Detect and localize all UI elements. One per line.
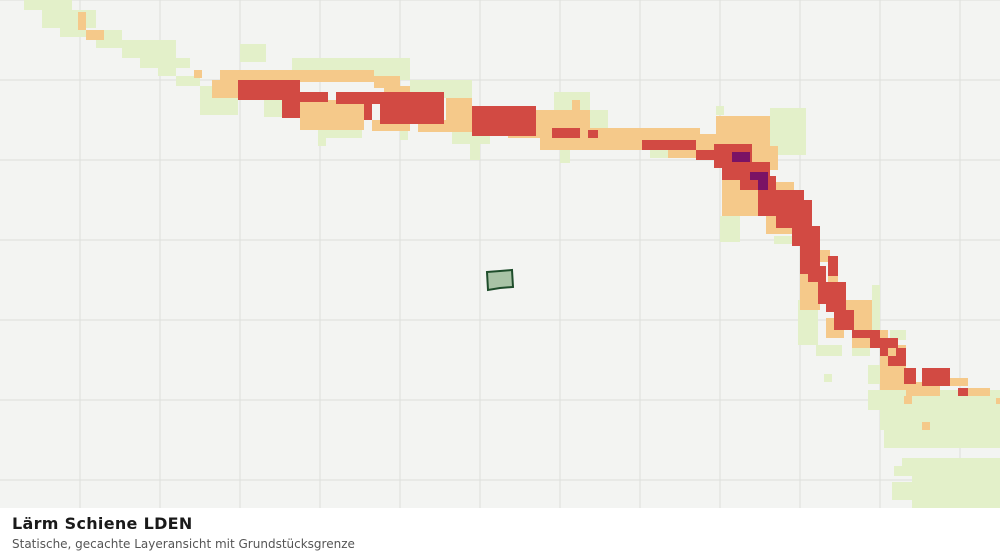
- legend-footer: Lärm Schiene LDEN Statische, gecachte La…: [0, 508, 1000, 560]
- noise-zone-low: [318, 138, 326, 146]
- noise-zone-high: [696, 150, 722, 160]
- noise-zone-mid: [698, 134, 716, 152]
- noise-zone-mid: [716, 116, 770, 146]
- noise-zone-mid: [572, 100, 580, 110]
- noise-zone-high: [818, 282, 846, 304]
- noise-zone-mid: [968, 388, 990, 396]
- noise-zone-high: [828, 256, 838, 276]
- noise-zone-mid: [680, 132, 698, 140]
- noise-zone-high: [792, 226, 820, 246]
- noise-zone-low: [868, 365, 880, 384]
- noise-zone-low: [264, 98, 282, 117]
- noise-zone-mid: [374, 76, 400, 88]
- noise-zone-low: [470, 144, 480, 160]
- noise-zone-high: [642, 140, 696, 150]
- noise-zone-high: [300, 92, 328, 102]
- noise-zone-mid: [220, 70, 374, 82]
- noise-zone-high: [896, 348, 906, 356]
- noise-zone-low: [816, 345, 842, 356]
- noise-zone-mid: [922, 422, 930, 430]
- noise-zone-low: [880, 410, 1000, 430]
- noise-zone-low: [24, 0, 72, 10]
- noise-zone-low: [60, 28, 86, 37]
- noise-zone-low: [400, 128, 408, 140]
- noise-zone-max: [758, 180, 768, 190]
- noise-zone-low: [902, 458, 1000, 470]
- noise-zone-low: [292, 58, 410, 70]
- noise-zone-low: [852, 348, 870, 356]
- noise-zone-low: [824, 374, 832, 382]
- noise-zone-high: [282, 96, 300, 118]
- noise-zone-mid: [194, 70, 202, 78]
- noise-zone-mid: [818, 250, 830, 262]
- noise-zone-high: [880, 346, 888, 356]
- noise-zone-low: [720, 216, 740, 242]
- map-title: Lärm Schiene LDEN: [12, 514, 193, 533]
- noise-zone-low: [884, 430, 1000, 448]
- noise-zone-high: [552, 128, 580, 138]
- noise-zone-low: [122, 40, 176, 58]
- noise-zone-high: [826, 300, 846, 312]
- noise-zone-high: [922, 368, 950, 386]
- noise-zone-mid: [372, 120, 410, 131]
- noise-zone-max: [732, 152, 750, 162]
- noise-zone-low: [890, 330, 906, 340]
- noise-zone-mid: [996, 398, 1000, 404]
- noise-zone-low: [158, 68, 176, 76]
- noise-zone-high: [888, 356, 906, 366]
- noise-zone-mid: [384, 86, 410, 95]
- noise-zone-high: [870, 338, 898, 348]
- noise-zone-high: [238, 80, 300, 100]
- noise-zone-mid: [78, 12, 86, 30]
- noise-zone-high: [364, 98, 372, 120]
- noise-zone-low: [650, 150, 668, 158]
- noise-zone-mid: [300, 100, 364, 130]
- noise-zone-low: [798, 300, 818, 345]
- noise-zone-low: [894, 466, 912, 476]
- background: [0, 0, 1000, 508]
- noise-zone-low: [590, 110, 608, 130]
- noise-zone-low: [892, 482, 1000, 500]
- noise-zone-low: [872, 285, 880, 330]
- noise-zone-high: [834, 310, 854, 330]
- noise-zone-low: [318, 128, 362, 138]
- noise-zone-high: [852, 330, 880, 338]
- noise-zone-high: [958, 388, 968, 396]
- noise-zone-max: [750, 172, 768, 180]
- noise-zone-mid: [446, 98, 472, 120]
- noise-zone-mid: [86, 30, 104, 40]
- noise-zone-low: [774, 236, 792, 244]
- noise-zone-high: [472, 106, 536, 136]
- noise-zone-mid: [828, 276, 838, 282]
- noise-zone-low: [176, 76, 200, 86]
- noise-zone-mid: [776, 182, 794, 192]
- noise-zone-low: [716, 106, 724, 115]
- map-subtitle: Statische, gecachte Layeransicht mit Gru…: [12, 537, 355, 551]
- noise-zone-high: [808, 266, 826, 282]
- noise-zone-low: [240, 44, 266, 62]
- noise-zone-low: [140, 58, 190, 68]
- noise-zone-low: [560, 145, 570, 163]
- noise-zone-high: [904, 368, 916, 384]
- noise-zone-low: [42, 10, 96, 28]
- noise-zone-mid: [904, 396, 912, 404]
- noise-zone-high: [588, 130, 598, 138]
- noise-zone-mid: [940, 378, 968, 386]
- noise-zone-high: [380, 100, 444, 124]
- map: [0, 0, 1000, 508]
- parcel-boundary: [485, 268, 515, 292]
- noise-zone-high: [776, 200, 812, 228]
